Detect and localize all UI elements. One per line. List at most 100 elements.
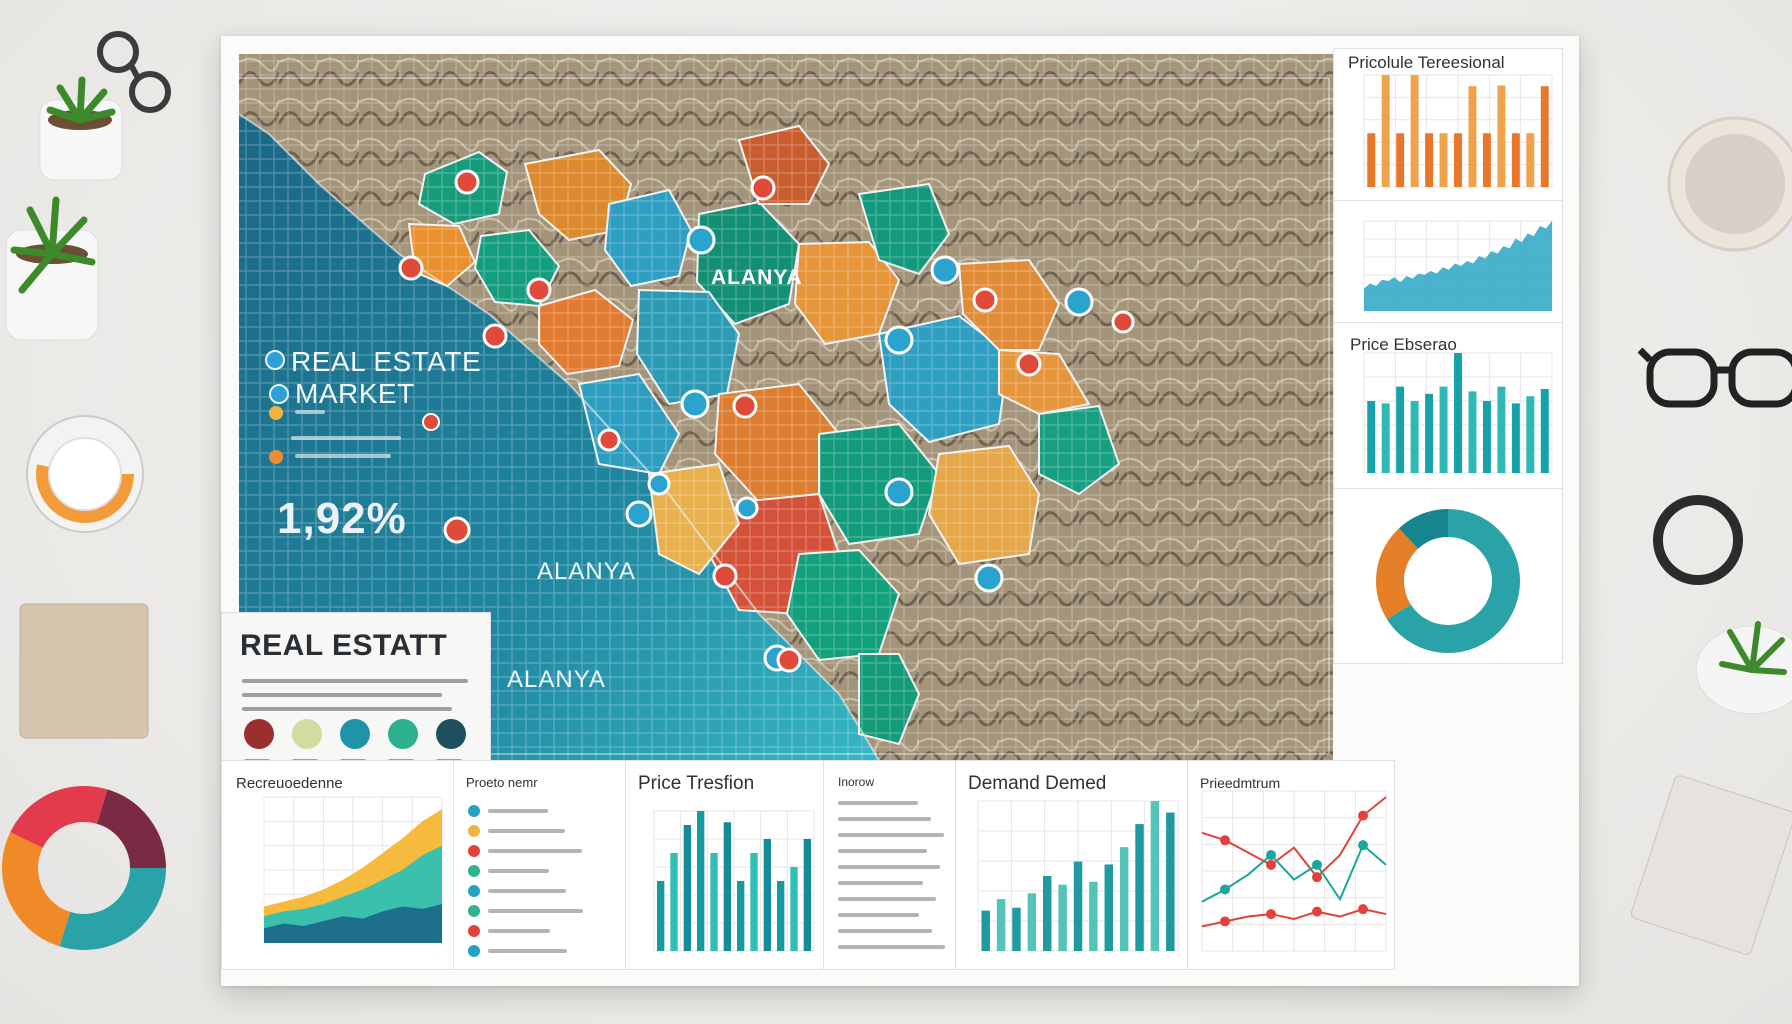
text-line — [838, 833, 944, 837]
panel-title: Pricolule Tereesional — [1348, 53, 1505, 72]
donut-chart — [1376, 509, 1520, 653]
district-center-label: ALANYA — [711, 266, 803, 289]
cup-icon — [1667, 116, 1792, 252]
list-panel[interactable]: Proeto nemr — [453, 760, 627, 970]
text-line — [838, 817, 931, 821]
chart-bar — [1012, 907, 1021, 951]
text-line — [488, 909, 583, 913]
chart-bar — [710, 853, 718, 951]
chart-bar — [1526, 133, 1535, 187]
legend-swatch — [436, 719, 466, 749]
bar-chart-mid — [1363, 352, 1553, 474]
line-point — [1358, 840, 1368, 851]
chart-bar — [1104, 864, 1113, 951]
map-graphic — [239, 54, 1333, 760]
chart-bar — [996, 899, 1006, 951]
text-line — [838, 801, 918, 805]
line-point — [1312, 872, 1322, 883]
chart-bar — [737, 881, 745, 951]
list-dot-icon — [468, 865, 480, 877]
area-series — [1364, 221, 1552, 311]
demand-panel[interactable]: Demand Demed — [955, 760, 1189, 970]
chart-bar — [1511, 403, 1520, 473]
legend-swatch — [340, 719, 370, 749]
line-point — [1358, 904, 1368, 915]
map-title-line1: REAL ESTATE — [291, 346, 482, 377]
table-panel[interactable]: Inorow — [823, 760, 957, 970]
pie-slice — [1376, 509, 1520, 653]
panel-title: Price Ebserao — [1350, 335, 1457, 354]
chart-bar — [1396, 133, 1405, 187]
stacked-area-chart — [263, 796, 443, 944]
line-series — [1201, 796, 1387, 879]
line-point — [1358, 810, 1368, 821]
chart-bar — [1119, 847, 1129, 951]
price-bar-panel[interactable]: Price Tresfion — [625, 760, 825, 970]
pie-slice — [1376, 509, 1520, 653]
text-line — [242, 707, 452, 711]
text-line — [242, 679, 468, 683]
chart-bar — [1454, 133, 1462, 187]
bar-chart-panel-mid[interactable]: Price Ebserao — [1333, 322, 1563, 490]
chart-bar — [1058, 884, 1067, 951]
chart-bar — [1410, 75, 1419, 187]
chart-bar — [1454, 353, 1462, 473]
text-line — [488, 849, 582, 853]
chart-bar — [683, 825, 691, 951]
chart-bar — [657, 881, 665, 951]
dashboard-board: REAL ESTATE MARKET 1,92% ALANYA ALANYA A… — [221, 36, 1579, 986]
chart-bar — [1410, 401, 1419, 473]
chart-bar — [1425, 393, 1434, 473]
chart-bar — [1367, 133, 1376, 187]
text-line — [838, 929, 932, 933]
place-label-1: ALANYA — [537, 558, 636, 585]
line-point — [1266, 909, 1276, 920]
map-pins — [398, 169, 1135, 673]
text-line — [295, 410, 325, 414]
chart-bar — [1482, 401, 1491, 473]
demand-bar-chart — [977, 800, 1179, 952]
list-dot-icon — [468, 885, 480, 897]
bar-chart-panel-top[interactable]: Pricolule Tereesional — [1333, 48, 1563, 202]
area-chart-panel[interactable] — [1333, 200, 1563, 324]
bar-chart-top — [1363, 74, 1553, 188]
text-line — [838, 865, 940, 869]
chart-bar — [1425, 133, 1434, 187]
chart-bar — [1150, 801, 1160, 951]
chart-bar — [1166, 812, 1175, 951]
legend-card: REAL ESTATT — [221, 612, 491, 776]
legend-dot-icon — [269, 450, 283, 464]
line-point — [1220, 884, 1230, 895]
line-point — [1220, 916, 1230, 927]
text-line — [488, 869, 549, 873]
chart-bar — [1497, 386, 1506, 473]
chart-bar — [1439, 133, 1448, 187]
donut-panel[interactable] — [1333, 488, 1563, 664]
dark-ring-icon — [1653, 495, 1743, 585]
legend-dot-icon — [269, 406, 283, 420]
panel-title: Inorow — [838, 775, 875, 789]
area-chart-panel-bottom[interactable]: Recreuoedenne — [221, 760, 455, 970]
chart-bar — [1497, 85, 1506, 187]
chart-bar — [1482, 133, 1491, 187]
chart-bar — [1526, 396, 1535, 473]
area-series — [264, 904, 442, 943]
notebook-icon — [1630, 775, 1792, 955]
chart-bar — [1439, 386, 1448, 473]
eyeglasses-icon — [97, 31, 171, 113]
line-chart-panel[interactable]: Prieedmtrum — [1187, 760, 1395, 970]
map-title-line2: MARKET — [295, 378, 415, 409]
text-line — [488, 829, 565, 833]
bar-chart-bottom — [653, 810, 815, 952]
text-line — [488, 889, 566, 893]
chart-bar — [790, 867, 798, 951]
panel-title: Price Tresfion — [638, 773, 755, 794]
panel-title: Proeto nemr — [466, 775, 538, 790]
line-series — [1201, 908, 1387, 928]
text-line — [838, 945, 945, 949]
legend-swatch — [244, 719, 274, 749]
tape-roll-icon — [26, 415, 144, 533]
list-dot-icon — [468, 945, 480, 957]
line-point — [1220, 835, 1230, 846]
